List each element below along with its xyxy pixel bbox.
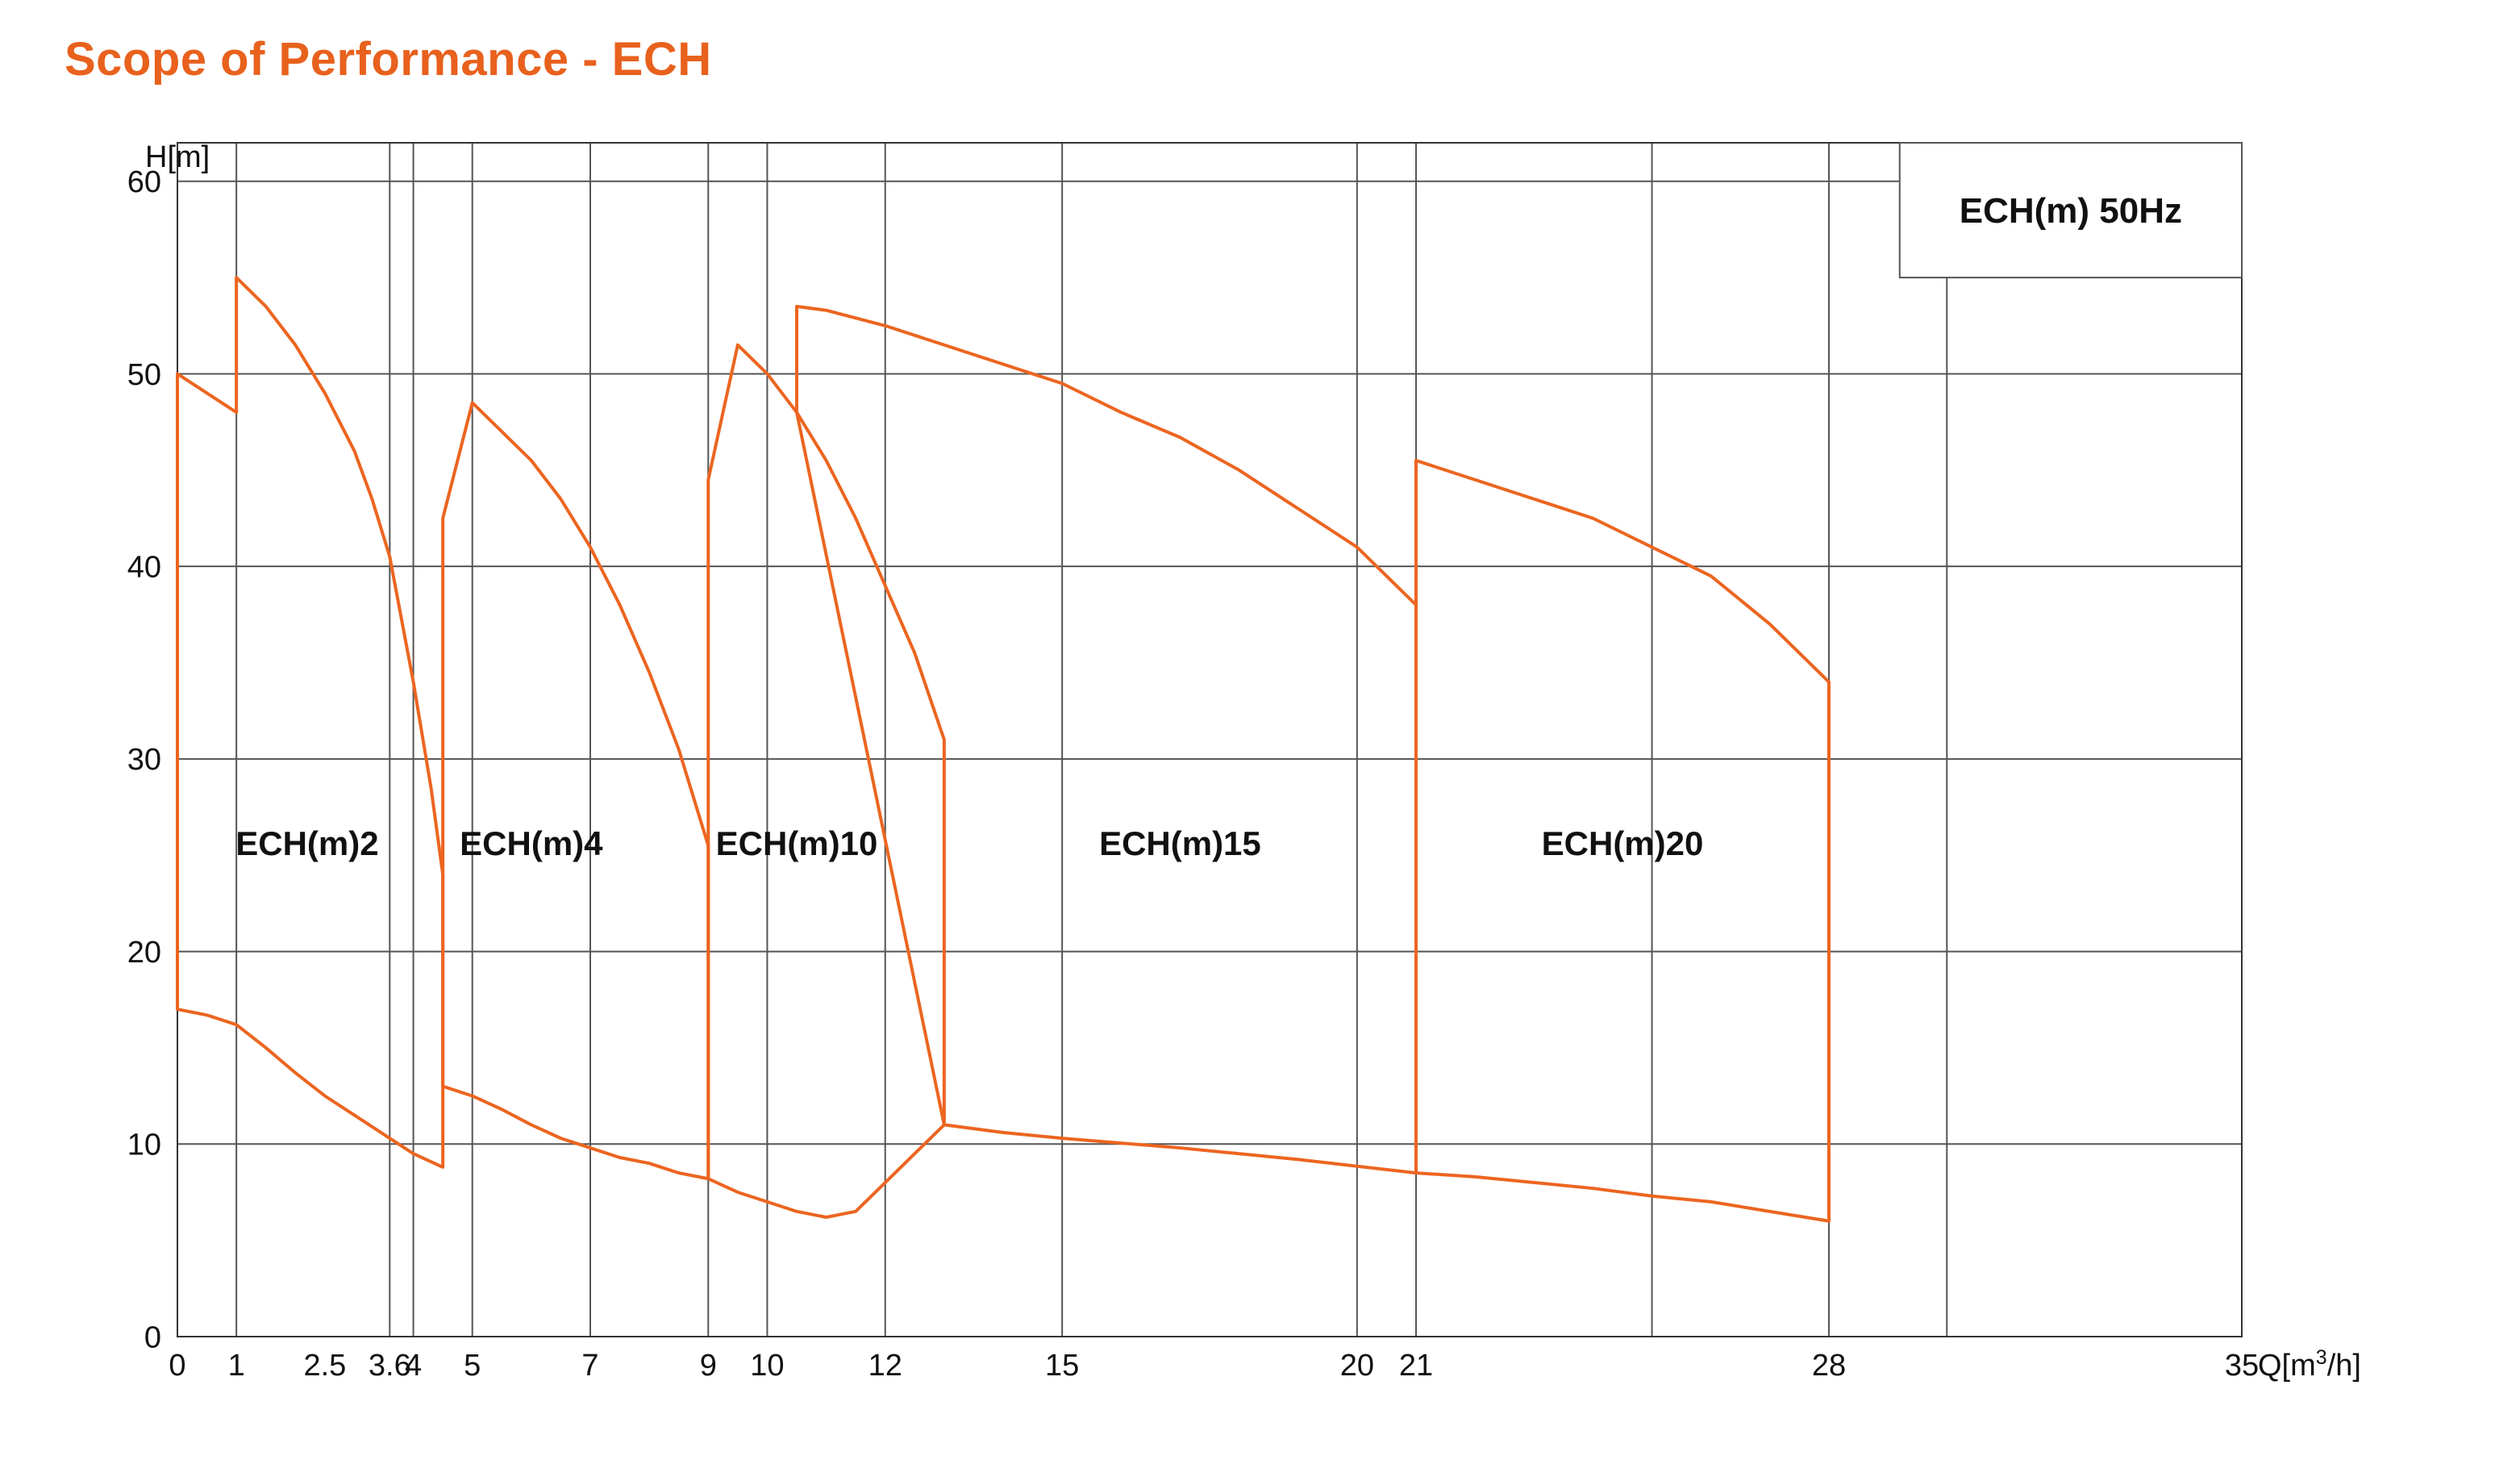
region-label: ECH(m)10 [716,824,878,862]
page-title: Scope of Performance - ECH [65,32,2455,86]
x-tick-label: 9 [700,1349,717,1383]
info-box-label: ECH(m) 50Hz [1960,191,2182,231]
y-tick-label: 50 [127,358,161,392]
region-label: ECH(m)20 [1542,824,1704,862]
y-axis-label: H[m] [145,140,210,174]
y-tick-label: 40 [127,550,161,584]
y-tick-label: 20 [127,936,161,970]
x-tick-label: 28 [1812,1349,1846,1383]
x-tick-label: 0 [169,1349,185,1383]
x-tick-label: 2.5 [303,1349,346,1383]
x-tick-label: 20 [1340,1349,1374,1383]
region-label: ECH(m)2 [235,824,378,862]
y-tick-label: 10 [127,1128,161,1162]
x-tick-label: 7 [581,1349,598,1383]
performance-chart: ECH(m)2 ECH(m)4 ECH(m)10 ECH(m)15 ECH(m)20 EC… [65,119,2403,1409]
x-tick-label: 21 [1399,1349,1433,1383]
x-tick-label: 10 [750,1349,784,1383]
region-label: ECH(m)15 [1099,824,1261,862]
x-tick-label: 12 [868,1349,902,1383]
x-axis-label: Q[m3/h] [2258,1346,2361,1383]
y-tick-label: 0 [144,1320,161,1354]
y-tick-label: 30 [127,743,161,777]
x-tick-label: 4 [405,1349,422,1383]
x-tick-label: 5 [464,1349,481,1383]
x-tick-label: 1 [228,1349,245,1383]
x-tick-label: 15 [1045,1349,1079,1383]
x-tick-label: 35 [2225,1349,2259,1383]
region-label: ECH(m)4 [460,824,603,862]
